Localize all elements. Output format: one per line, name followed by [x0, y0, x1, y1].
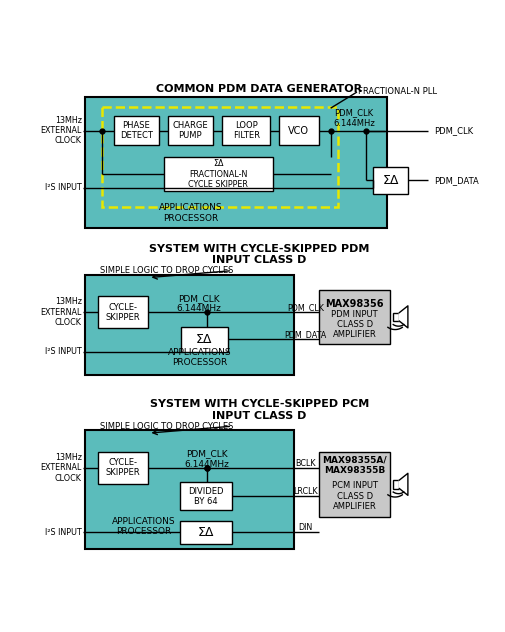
Bar [278, 116, 318, 145]
Text: CYCLE-
SKIPPER: CYCLE- SKIPPER [106, 458, 140, 477]
Bar [85, 430, 293, 549]
Text: PHASE
DETECT: PHASE DETECT [119, 121, 152, 140]
Text: MAX98356: MAX98356 [325, 299, 383, 309]
Text: PCM INPUT
CLASS D
AMPLIFIER: PCM INPUT CLASS D AMPLIFIER [331, 482, 377, 511]
Text: APPLICATIONS
PROCESSOR: APPLICATIONS PROCESSOR [159, 204, 222, 222]
Text: ΣΔ
FRACTIONAL-N
CYCLE SKIPPER: ΣΔ FRACTIONAL-N CYCLE SKIPPER [188, 159, 247, 189]
Text: I²S INPUT: I²S INPUT [45, 528, 82, 537]
Text: DIN: DIN [298, 523, 312, 532]
Text: SIMPLE LOGIC TO DROP CYCLES: SIMPLE LOGIC TO DROP CYCLES [100, 266, 233, 275]
Text: 13MHz
EXTERNAL
CLOCK: 13MHz EXTERNAL CLOCK [40, 297, 82, 327]
Bar [164, 157, 272, 191]
Text: ΣΔ: ΣΔ [197, 526, 214, 539]
Bar [181, 327, 227, 351]
Text: PDM INPUT
CLASS D
AMPLIFIER: PDM INPUT CLASS D AMPLIFIER [331, 310, 377, 339]
Bar [373, 167, 408, 193]
Bar [318, 290, 389, 344]
Text: VCO: VCO [288, 126, 309, 135]
Bar [179, 482, 232, 510]
Text: I²S INPUT: I²S INPUT [45, 183, 82, 192]
Polygon shape [398, 306, 407, 328]
Polygon shape [398, 473, 407, 495]
Bar [318, 452, 389, 517]
Text: PDM_CLK: PDM_CLK [287, 303, 324, 312]
Text: SIMPLE LOGIC TO DROP CYCLES: SIMPLE LOGIC TO DROP CYCLES [100, 422, 233, 430]
Bar [114, 116, 158, 145]
Bar [98, 296, 147, 329]
Text: CHARGE
PUMP: CHARGE PUMP [172, 121, 208, 140]
Text: MAX98355A/
MAX98355B: MAX98355A/ MAX98355B [322, 456, 386, 475]
Bar [102, 107, 338, 207]
Text: SYSTEM WITH CYCLE-SKIPPED PCM
INPUT CLASS D: SYSTEM WITH CYCLE-SKIPPED PCM INPUT CLAS… [149, 399, 368, 421]
Text: PDM_CLK
6.144MHz: PDM_CLK 6.144MHz [332, 109, 374, 128]
Text: SYSTEM WITH CYCLE-SKIPPED PDM
INPUT CLASS D: SYSTEM WITH CYCLE-SKIPPED PDM INPUT CLAS… [149, 244, 369, 265]
Text: ΣΔ: ΣΔ [196, 332, 212, 346]
Text: LOOP
FILTER: LOOP FILTER [232, 121, 259, 140]
Text: BCLK: BCLK [295, 459, 316, 468]
Bar [85, 274, 293, 375]
Text: I²S INPUT: I²S INPUT [45, 347, 82, 356]
Text: PDM_CLK
6.144MHz: PDM_CLK 6.144MHz [184, 449, 229, 469]
Text: CYCLE-
SKIPPER: CYCLE- SKIPPER [106, 303, 140, 322]
Text: FRACTIONAL-N PLL: FRACTIONAL-N PLL [357, 87, 436, 95]
Bar [168, 116, 213, 145]
Text: 13MHz
EXTERNAL
CLOCK: 13MHz EXTERNAL CLOCK [40, 453, 82, 483]
Text: LRCLK: LRCLK [293, 487, 318, 496]
Text: ΣΔ: ΣΔ [382, 174, 398, 186]
Text: PDM_DATA: PDM_DATA [433, 176, 478, 185]
Text: COMMON PDM DATA GENERATOR: COMMON PDM DATA GENERATOR [156, 83, 362, 94]
Text: APPLICATIONS
PROCESSOR: APPLICATIONS PROCESSOR [112, 516, 175, 536]
Bar [179, 521, 232, 544]
Bar [85, 97, 386, 228]
Text: PDM_DATA: PDM_DATA [284, 330, 326, 339]
Text: APPLICATIONS
PROCESSOR: APPLICATIONS PROCESSOR [168, 348, 231, 367]
Bar [222, 116, 270, 145]
Bar [392, 480, 398, 489]
Text: PDM_CLK: PDM_CLK [433, 126, 472, 135]
Text: DIVIDED
BY 64: DIVIDED BY 64 [188, 487, 223, 506]
Text: 13MHz
EXTERNAL
CLOCK: 13MHz EXTERNAL CLOCK [40, 116, 82, 145]
Bar [392, 313, 398, 321]
Text: PDM_CLK
6.144MHz: PDM_CLK 6.144MHz [176, 294, 221, 313]
Bar [98, 452, 147, 484]
